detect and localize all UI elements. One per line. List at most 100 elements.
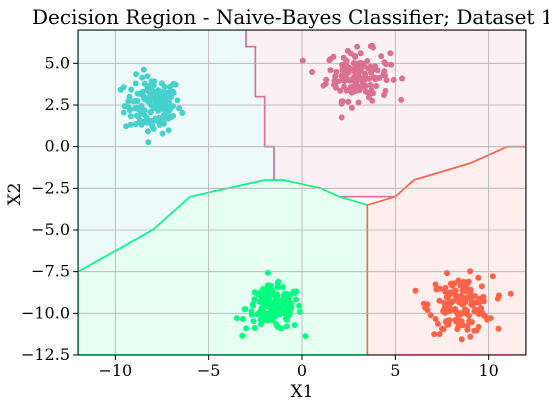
scatter-point-c0-111 xyxy=(128,86,135,93)
scatter-point-c1-73 xyxy=(399,75,405,82)
scatter-point-c1-59 xyxy=(383,77,390,84)
scatter-point-c1-68 xyxy=(388,61,395,68)
chart-title: Decision Region - Naive-Bayes Classifier… xyxy=(32,5,549,29)
scatter-point-c1-101 xyxy=(331,77,338,84)
scatter-point-c1-149 xyxy=(370,90,376,97)
decision-region-1 xyxy=(246,30,526,197)
scatter-point-c2-15 xyxy=(296,302,303,309)
x-tick-label-0: −10 xyxy=(98,361,132,380)
y-tick-label-4: −5.0 xyxy=(31,220,70,239)
scatter-point-c3-108 xyxy=(454,326,461,333)
scatter-point-c1-148 xyxy=(356,65,363,72)
scatter-point-c2-14 xyxy=(302,333,309,340)
scatter-point-c1-67 xyxy=(367,82,374,88)
scatter-point-c2-147 xyxy=(276,311,282,318)
scatter-point-c0-113 xyxy=(176,105,183,112)
scatter-point-c3-43 xyxy=(440,308,447,315)
scatter-point-c0-20 xyxy=(165,127,172,134)
scatter-point-c2-136 xyxy=(275,278,282,285)
scatter-point-c3-111 xyxy=(467,333,474,340)
y-tick-label-1: 2.5 xyxy=(45,95,70,114)
scatter-point-c3-86 xyxy=(444,270,450,277)
scatter-point-c1-125 xyxy=(369,66,376,73)
scatter-point-c2-140 xyxy=(283,316,290,323)
scatter-point-c0-122 xyxy=(117,86,124,93)
y-tick-label-6: −10.0 xyxy=(21,303,70,322)
scatter-point-c2-123 xyxy=(274,323,281,330)
y-tick-label-5: −7.5 xyxy=(31,262,70,281)
scatter-point-c3-34 xyxy=(478,283,485,290)
scatter-point-c2-139 xyxy=(262,292,269,298)
scatter-point-c0-145 xyxy=(146,117,152,124)
scatter-point-c3-18 xyxy=(475,274,482,281)
scatter-point-c0-138 xyxy=(160,95,167,102)
scatter-point-c2-19 xyxy=(251,325,258,331)
scatter-point-c3-109 xyxy=(432,281,439,288)
scatter-point-c1-107 xyxy=(323,76,330,83)
scatter-point-c1-140 xyxy=(357,59,364,66)
scatter-point-c3-81 xyxy=(495,325,502,332)
scatter-point-c0-72 xyxy=(140,66,147,73)
scatter-point-c0-143 xyxy=(148,102,155,109)
scatter-point-c0-96 xyxy=(125,98,132,105)
scatter-point-c0-18 xyxy=(145,139,152,146)
scatter-point-c2-129 xyxy=(274,298,280,305)
scatter-point-c1-41 xyxy=(333,68,340,75)
scatter-point-c2-119 xyxy=(249,301,256,308)
scatter-point-c0-131 xyxy=(164,110,171,117)
scatter-point-c0-78 xyxy=(141,80,148,87)
scatter-point-c0-106 xyxy=(123,123,130,130)
scatter-point-c3-56 xyxy=(435,320,441,327)
scatter-point-c0-112 xyxy=(170,88,177,95)
decision-region-2 xyxy=(78,180,368,355)
scatter-point-c0-48 xyxy=(159,130,166,137)
scatter-point-c2-124 xyxy=(256,308,263,315)
scatter-point-c3-115 xyxy=(494,295,501,302)
scatter-point-c1-25 xyxy=(299,57,306,64)
scatter-point-c2-142 xyxy=(256,298,263,305)
scatter-point-c0-99 xyxy=(155,87,162,94)
scatter-point-c0-46 xyxy=(127,113,134,120)
y-tick-label-0: 5.0 xyxy=(45,53,70,72)
scatter-point-c0-109 xyxy=(141,96,148,103)
scatter-point-c1-146 xyxy=(344,47,351,54)
scatter-point-c0-42 xyxy=(125,104,132,111)
scatter-point-c0-149 xyxy=(152,99,159,106)
y-axis-label: X2 xyxy=(5,183,25,206)
scatter-point-c3-52 xyxy=(436,331,443,338)
scatter-point-c2-149 xyxy=(268,305,275,312)
scatter-point-c1-110 xyxy=(383,61,390,68)
scatter-point-c3-146 xyxy=(487,315,494,322)
scatter-point-c1-143 xyxy=(340,54,347,61)
scatter-point-c2-104 xyxy=(251,289,258,296)
scatter-point-c2-125 xyxy=(286,308,293,315)
scatter-point-c3-149 xyxy=(448,290,455,297)
scatter-point-c1-144 xyxy=(352,86,359,93)
scatter-point-c1-127 xyxy=(347,84,354,91)
scatter-point-c0-139 xyxy=(146,87,153,94)
scatter-point-c0-38 xyxy=(132,80,139,87)
y-tick-label-3: −2.5 xyxy=(31,178,70,197)
scatter-point-c3-75 xyxy=(471,327,478,334)
scatter-point-c3-144 xyxy=(449,282,456,289)
scatter-point-c2-100 xyxy=(257,321,264,328)
scatter-point-c1-134 xyxy=(342,77,349,84)
scatter-point-c3-140 xyxy=(462,288,469,295)
scatter-point-c0-146 xyxy=(166,99,173,106)
y-tick-label-2: 0.0 xyxy=(45,137,70,156)
scatter-point-c1-10 xyxy=(327,67,334,74)
y-tick-label-7: −12.5 xyxy=(21,345,70,364)
scatter-point-c3-112 xyxy=(446,300,453,307)
scatter-point-c0-68 xyxy=(174,97,181,104)
scatter-point-c3-148 xyxy=(424,307,431,313)
scatter-point-c1-133 xyxy=(355,99,362,106)
scatter-point-c0-141 xyxy=(151,117,158,124)
scatter-point-c2-128 xyxy=(292,290,298,296)
scatter-point-c3-104 xyxy=(439,325,445,332)
scatter-point-c3-116 xyxy=(481,312,487,319)
scatter-point-c0-123 xyxy=(130,98,137,105)
scatter-point-c3-45 xyxy=(464,326,471,333)
scatter-point-c3-120 xyxy=(442,318,449,325)
scatter-point-c1-119 xyxy=(358,77,365,84)
